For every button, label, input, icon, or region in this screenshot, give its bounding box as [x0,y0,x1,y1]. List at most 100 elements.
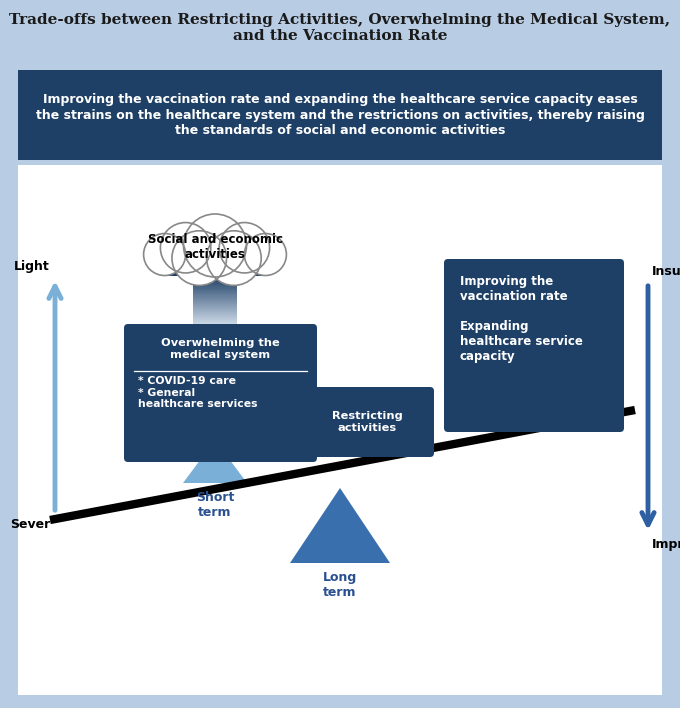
Bar [193,280,237,282]
Bar [193,285,237,287]
Bar [193,302,237,303]
Bar [193,315,237,316]
Bar [193,277,237,278]
Circle shape [219,222,269,273]
Bar [193,286,237,287]
Bar [193,313,237,314]
Bar [193,292,237,294]
Bar [193,322,237,324]
Bar [193,321,237,323]
Bar [193,303,237,304]
Bar [193,293,237,294]
Bar [193,290,237,292]
Bar [193,288,237,289]
Bar [193,304,237,305]
Text: * COVID-19 care
* General
healthcare services: * COVID-19 care * General healthcare ser… [138,376,258,409]
Bar [193,289,237,290]
FancyBboxPatch shape [18,70,662,160]
Bar [193,301,237,302]
Bar [193,319,237,321]
Polygon shape [183,440,247,483]
Bar [193,296,237,297]
Bar [193,300,237,302]
Bar [193,319,237,320]
Circle shape [207,231,261,285]
Bar [193,325,237,326]
Text: Short
term: Short term [196,491,234,519]
FancyBboxPatch shape [301,387,434,457]
Bar [193,284,237,285]
Text: Overwhelming the
medical system: Overwhelming the medical system [161,338,280,360]
Bar [193,312,237,314]
Bar [193,308,237,309]
Bar [193,298,237,299]
Bar [193,290,237,291]
Text: Improveme: Improveme [652,538,680,551]
Circle shape [160,222,211,273]
Text: Improving the
vaccination rate

Expanding
healthcare service
capacity: Improving the vaccination rate Expanding… [460,275,583,363]
Bar [193,312,237,313]
Text: Long
term: Long term [323,571,357,599]
Text: Social and economic
activities: Social and economic activities [148,233,282,261]
Bar [193,320,237,321]
Bar [193,307,237,309]
Text: Improving the vaccination rate and expanding the healthcare service capacity eas: Improving the vaccination rate and expan… [35,93,645,137]
Bar [193,309,237,310]
FancyBboxPatch shape [124,324,317,462]
Bar [193,278,237,279]
Bar [193,282,237,283]
Bar [193,279,237,280]
Bar [193,281,237,282]
Bar [193,306,237,307]
Bar [193,285,237,286]
Bar [193,283,237,284]
Text: Light: Light [14,260,50,273]
Bar [193,295,237,297]
Circle shape [172,231,226,285]
Bar [193,287,237,288]
Bar [193,323,237,324]
Bar [193,321,237,322]
Bar [193,314,237,315]
Bar [193,279,237,280]
Bar [193,311,237,312]
Bar [193,324,237,325]
Bar [193,311,237,312]
Bar [193,310,237,311]
Bar [193,275,237,277]
Bar [193,307,237,308]
Text: Trade-offs between Restricting Activities, Overwhelming the Medical System,
and : Trade-offs between Restricting Activitie… [10,13,670,43]
Bar [193,294,237,295]
Bar [193,287,237,288]
Bar [193,300,237,301]
Bar [193,314,237,315]
Text: Restricting
activities: Restricting activities [332,411,403,433]
Bar [193,316,237,318]
Bar [193,276,237,278]
Bar [193,280,237,281]
Bar [193,302,237,304]
FancyBboxPatch shape [444,259,624,432]
Bar [193,292,237,293]
Text: Insufficie: Insufficie [652,265,680,278]
Bar [193,309,237,310]
Polygon shape [167,253,263,276]
Bar [193,318,237,319]
Bar [193,282,237,283]
Circle shape [244,234,286,275]
Bar [193,317,237,319]
Bar [193,297,237,298]
FancyBboxPatch shape [18,165,662,695]
Polygon shape [290,488,390,563]
Circle shape [184,214,246,277]
Bar [193,297,237,299]
Bar [193,291,237,292]
Text: Sever: Sever [10,518,50,531]
Bar [193,324,237,326]
Bar [193,316,237,317]
Bar [193,295,237,296]
Bar [193,299,237,300]
Bar [193,305,237,306]
Bar [193,284,237,285]
Bar [193,305,237,307]
